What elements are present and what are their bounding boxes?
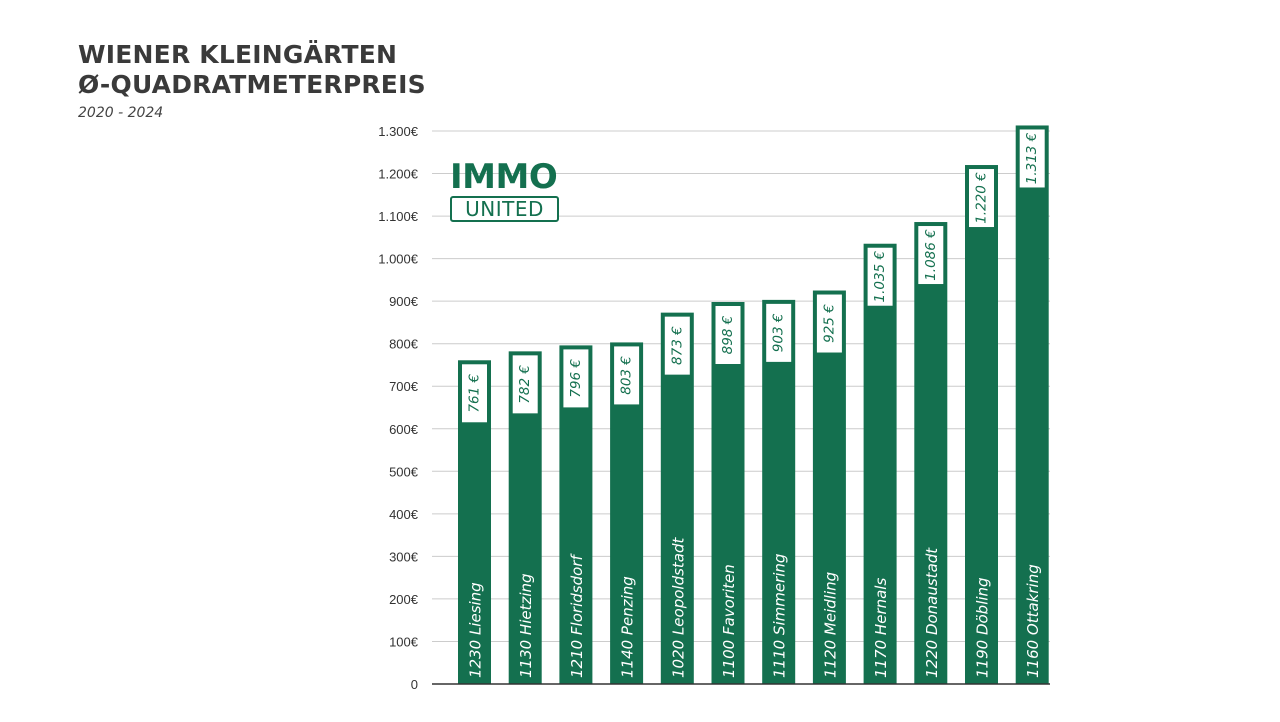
data-label: 898 € [720, 315, 736, 354]
value-label-box [918, 226, 944, 285]
immo-united-logo: IMMO UNITED [450, 160, 566, 222]
data-label: 873 € [669, 326, 685, 365]
value-label-box [563, 349, 589, 408]
data-label: 925 € [821, 304, 837, 343]
category-label: 1020 Leopoldstadt [669, 536, 687, 678]
data-label: 1.313 € [1024, 132, 1040, 184]
y-tick-label: 400€ [389, 507, 419, 522]
category-label: 1110 Simmering [771, 554, 789, 678]
value-label-box [867, 247, 893, 306]
category-label: 1190 Döbling [974, 577, 992, 678]
bar [812, 290, 846, 684]
bar [1015, 125, 1049, 685]
data-label: 1.086 € [923, 229, 939, 281]
y-tick-label: 0 [411, 677, 418, 692]
logo-text-united: UNITED [450, 196, 559, 222]
y-tick-label: 200€ [389, 592, 419, 607]
data-label: 1.035 € [872, 251, 888, 303]
bar [711, 302, 745, 684]
y-tick-label: 900€ [389, 294, 419, 309]
category-label: 1140 Penzing [619, 576, 637, 678]
bar [965, 165, 998, 684]
y-tick-label: 1.000€ [378, 252, 419, 267]
data-label: 903 € [771, 313, 787, 352]
data-label: 1.220 € [974, 172, 990, 224]
value-label-box [766, 303, 792, 362]
title-line-2: Ø-QUADRATMETERPREIS [78, 70, 426, 99]
category-label: 1170 Hernals [872, 578, 890, 678]
y-tick-label: 1.200€ [378, 167, 419, 182]
data-label: 803 € [619, 356, 635, 395]
y-tick-label: 1.100€ [378, 209, 419, 224]
y-tick-label: 700€ [389, 379, 419, 394]
data-label: 782 € [517, 365, 533, 404]
category-label: 1210 Floridsdorf [568, 553, 586, 678]
y-tick-label: 300€ [389, 549, 419, 564]
value-label-box [462, 364, 487, 423]
y-tick-label: 800€ [389, 337, 419, 352]
category-label: 1220 Donaustadt [923, 547, 941, 678]
value-label-box [969, 169, 994, 228]
value-label-box [664, 316, 690, 375]
value-label-box [816, 294, 842, 353]
data-label: 796 € [568, 359, 584, 398]
value-label-box [1019, 129, 1045, 188]
bar [914, 222, 948, 685]
category-label: 1120 Meidling [821, 572, 839, 678]
chart-subtitle: 2020 - 2024 [78, 105, 164, 121]
category-label: 1100 Favoriten [720, 564, 738, 678]
logo-text-immo: IMMO [450, 157, 558, 197]
category-label: 1130 Hietzing [517, 573, 535, 678]
category-label: 1160 Ottakring [1024, 564, 1042, 678]
value-label-box [715, 306, 741, 365]
y-tick-label: 500€ [389, 464, 419, 479]
bar [863, 243, 897, 684]
title-line-1: WIENER KLEINGÄRTEN [78, 40, 398, 69]
chart-title: WIENER KLEINGÄRTEN Ø-QUADRATMETERPREIS [78, 40, 426, 100]
value-label-box [614, 346, 640, 405]
value-label-box [512, 355, 538, 414]
y-tick-label: 600€ [389, 422, 419, 437]
data-label: 761 € [467, 374, 483, 413]
y-tick-label: 100€ [389, 634, 419, 649]
category-label: 1230 Liesing [467, 582, 485, 678]
y-tick-label: 1.300€ [378, 124, 419, 139]
bar [762, 299, 796, 684]
